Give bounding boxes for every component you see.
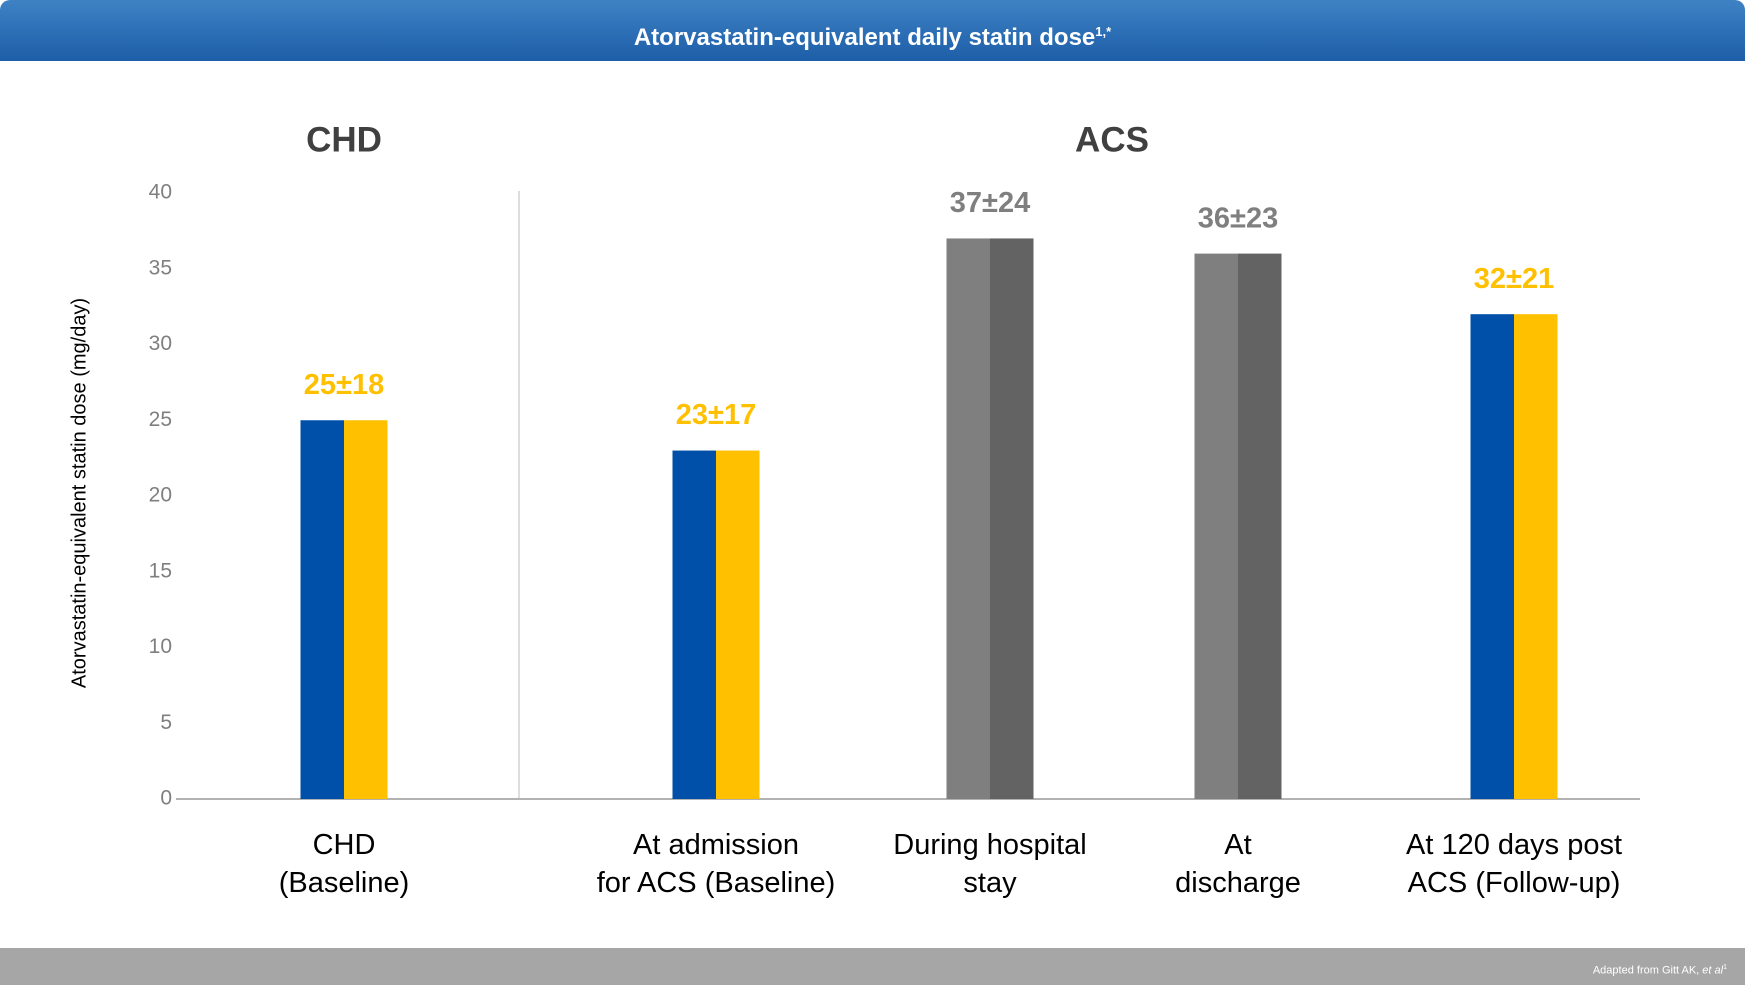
x-tick-label: At discharge (1175, 829, 1301, 899)
footer-text: Adapted from Gitt AK, et al1 (1593, 964, 1727, 977)
value-label: 36±23 (1198, 202, 1278, 234)
bar-right (1514, 314, 1558, 799)
y-axis-label: Atorvastatin-equivalent statin dose (mg/… (68, 298, 90, 688)
y-tick-label: 35 (149, 256, 172, 279)
header: Atorvastatin-equivalent daily statin dos… (0, 0, 1745, 61)
x-tick-label: At 120 days post ACS (Follow-up) (1405, 829, 1623, 899)
x-tick-label: CHD (Baseline) (278, 829, 410, 899)
value-label: 25±18 (304, 369, 384, 401)
footer-italic: et al (1702, 965, 1724, 977)
x-tick-label: During hospital stay (893, 829, 1087, 899)
value-label: 23±17 (676, 399, 756, 431)
x-tick-label: At admission for ACS (Baseline) (596, 829, 836, 899)
y-tick-label: 30 (149, 332, 172, 355)
y-tick-label: 15 (149, 559, 172, 582)
bar-right (344, 420, 388, 799)
bar-right (716, 450, 760, 799)
value-label: 32±21 (1474, 263, 1554, 295)
value-label: 37±24 (950, 187, 1030, 219)
bar-left (300, 420, 344, 799)
bar-right (1238, 253, 1282, 800)
header-title: Atorvastatin-equivalent daily statin dos… (633, 24, 1096, 51)
y-tick-label: 40 (149, 181, 172, 204)
y-tick-label: 25 (149, 408, 172, 431)
y-tick-label: 5 (160, 711, 172, 734)
group-label: ACS (1075, 120, 1149, 159)
y-tick-label: 0 (160, 787, 172, 810)
footer-superscript: 1 (1723, 964, 1727, 972)
y-tick-label: 10 (149, 635, 172, 658)
chart: 0 5 10 15 20 25 30 35 40 Atorvastatin-equivalent … (68, 120, 1640, 810)
bar-left (1470, 314, 1514, 799)
bar-left (946, 238, 990, 799)
footer: Adapted from Gitt AK, et al1 (0, 948, 1745, 985)
bar-right (990, 238, 1034, 799)
group-label: CHD (306, 120, 382, 159)
bar-left (1194, 253, 1238, 800)
bar-left (672, 450, 716, 799)
footer-source: Adapted from Gitt AK, (1592, 965, 1703, 977)
header-superscript: 1,* (1095, 24, 1112, 39)
y-tick-label: 20 (149, 484, 172, 507)
